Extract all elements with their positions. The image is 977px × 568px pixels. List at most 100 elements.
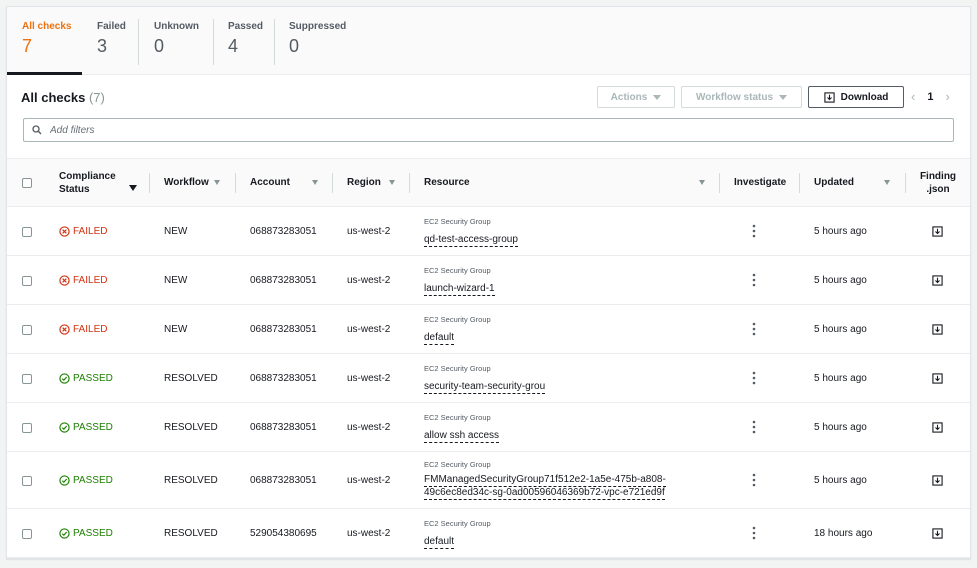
download-icon [932,274,943,286]
vertical-dots-icon [752,273,756,287]
workflow-cell: NEW [164,225,188,237]
finding-json-download[interactable] [932,207,943,255]
resource-type: EC2 Security Group [424,266,491,275]
check-circle-icon [59,421,70,433]
workflow-cell: RESOLVED [164,527,218,539]
tab-passed[interactable]: Passed 4 [228,7,273,75]
filter-input[interactable] [50,124,930,136]
col-label: Investigate [734,177,787,188]
row-checkbox[interactable] [22,325,32,335]
compliance-status-cell: PASSED [59,403,113,451]
region-cell: us-west-2 [347,527,391,539]
investigate-menu-button[interactable] [752,452,756,508]
resource-link[interactable]: 49c6ec8ed34c-sg-0ad00596046369b72-vpc-e7… [424,487,665,500]
actions-button[interactable]: Actions [597,86,675,108]
row-checkbox[interactable] [22,423,32,433]
col-compliance-status[interactable]: Compliance Status [59,159,149,206]
status-text: FAILED [73,225,108,237]
download-icon [932,323,943,335]
col-finding-json: Finding .json [917,159,959,206]
compliance-status-cell: FAILED [59,207,107,255]
finding-json-download[interactable] [932,403,943,451]
resource-link[interactable]: qd-test-access-group [424,234,518,247]
resource-link[interactable]: allow ssh access [424,430,500,443]
col-updated[interactable]: Updated [814,159,894,206]
chevron-left-icon[interactable]: ‹ [911,89,916,104]
row-checkbox[interactable] [22,529,32,539]
tab-label: All checks [22,21,72,32]
col-label: Status [59,183,90,195]
row-checkbox[interactable] [22,227,32,237]
x-circle-icon [59,323,70,335]
compliance-status-cell: PASSED [59,509,113,557]
divider [213,19,214,65]
updated-cell: 5 hours ago [814,372,867,384]
status-badge: FAILED [59,226,107,237]
chevron-right-icon[interactable]: › [945,89,950,104]
investigate-menu-button[interactable] [752,207,756,255]
download-icon [932,372,943,384]
account-cell: 068873283051 [250,323,317,335]
region-cell: us-west-2 [347,372,391,384]
status-text: FAILED [73,323,108,335]
row-checkbox[interactable] [22,374,32,384]
finding-json-download[interactable] [932,452,943,508]
workflow-cell: NEW [164,274,188,286]
resource-type: EC2 Security Group [424,460,491,469]
status-text: PASSED [73,421,113,433]
compliance-status-cell: PASSED [59,452,113,508]
table-header: Compliance Status Workflow Account Regio… [7,158,970,207]
investigate-menu-button[interactable] [752,509,756,557]
resource-link[interactable]: security-team-security-grou [424,381,546,394]
download-icon [932,225,943,237]
finding-json-download[interactable] [932,305,943,353]
updated-cell: 5 hours ago [814,323,867,335]
investigate-menu-button[interactable] [752,305,756,353]
updated-cell: 5 hours ago [814,474,867,486]
finding-json-download[interactable] [932,354,943,402]
row-checkbox[interactable] [22,276,32,286]
summary-tabs: All checks 7 Failed 3 Unknown 0 Passed 4… [7,7,970,75]
investigate-menu-button[interactable] [752,354,756,402]
current-page[interactable]: 1 [927,90,934,103]
workflow-status-button[interactable]: Workflow status [681,86,802,108]
x-circle-icon [59,274,70,286]
compliance-status-cell: FAILED [59,256,107,304]
col-label: Account [250,177,290,188]
tab-count: 7 [22,36,33,56]
resource-link[interactable]: launch-wizard-1 [424,283,495,296]
investigate-menu-button[interactable] [752,403,756,451]
tab-failed[interactable]: Failed 3 [97,7,142,75]
status-badge: PASSED [59,528,113,539]
tab-suppressed[interactable]: Suppressed 0 [289,7,359,75]
resource-link[interactable]: FMManagedSecurityGroup71f512e2-1a5e-475b… [424,474,666,487]
tab-unknown[interactable]: Unknown 0 [154,7,209,75]
filter-bar[interactable] [23,118,954,142]
sort-icon [214,180,220,185]
investigate-menu-button[interactable] [752,256,756,304]
resource-link[interactable]: default [424,332,455,345]
finding-json-download[interactable] [932,509,943,557]
resource-link[interactable]: default [424,536,455,549]
col-region[interactable]: Region [347,159,407,206]
table-title: All checks (7) [21,90,105,105]
account-cell: 068873283051 [250,372,317,384]
col-workflow[interactable]: Workflow [164,159,234,206]
workflow-cell: RESOLVED [164,372,218,384]
select-all-checkbox[interactable] [22,178,32,188]
region-cell: us-west-2 [347,421,391,433]
col-resource[interactable]: Resource [424,159,714,206]
sort-icon [699,180,705,185]
row-checkbox[interactable] [22,476,32,486]
download-button[interactable]: Download [808,86,904,108]
vertical-dots-icon [752,371,756,385]
status-badge: PASSED [59,373,113,384]
finding-json-download[interactable] [932,256,943,304]
status-text: PASSED [73,474,113,486]
tab-label: Suppressed [289,21,347,32]
tab-all-checks[interactable]: All checks 7 [7,7,112,75]
tab-count: 0 [154,36,165,56]
updated-cell: 5 hours ago [814,225,867,237]
table-row: FAILED NEW 068873283051 us-west-2 EC2 Se… [7,305,970,354]
col-account[interactable]: Account [250,159,330,206]
